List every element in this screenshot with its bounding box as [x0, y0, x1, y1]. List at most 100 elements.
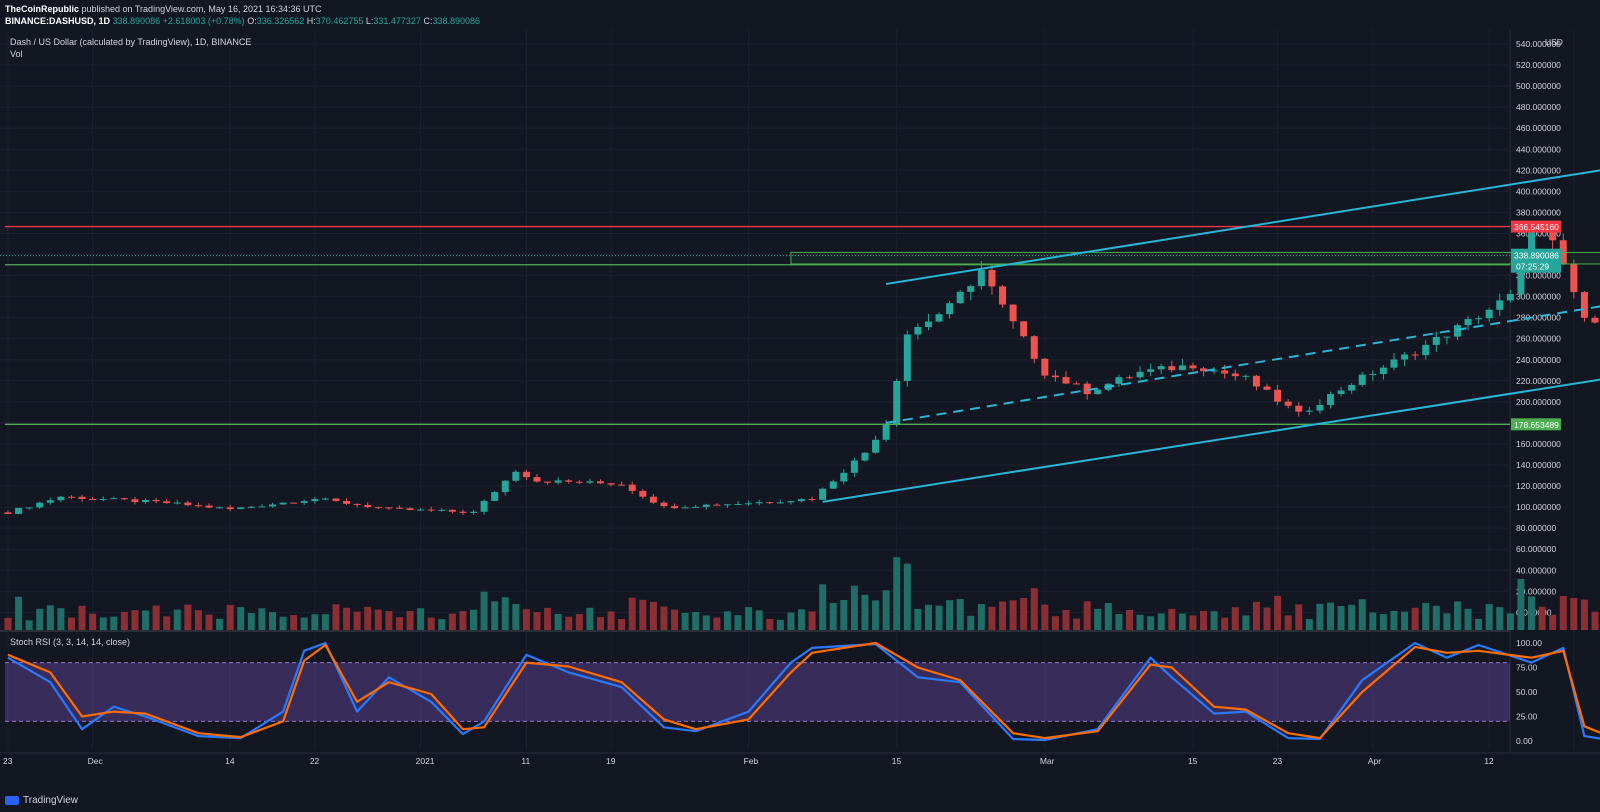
candle-body	[131, 499, 139, 503]
volume-bar	[1189, 615, 1197, 630]
candle-body	[142, 499, 150, 503]
volume-bar	[946, 600, 954, 630]
volume-bar	[300, 617, 308, 630]
volume-bar	[903, 563, 911, 630]
candle-body	[406, 508, 414, 511]
volume-bar	[279, 616, 287, 630]
candle-body	[1295, 405, 1303, 412]
price-tick-label: 160.000000	[1516, 439, 1561, 449]
candle-body	[332, 498, 340, 501]
open-value: 336.326562	[256, 16, 305, 26]
volume-bar	[36, 608, 44, 630]
candle-body	[1147, 369, 1155, 372]
volume-bar	[343, 607, 351, 630]
volume-bar	[1020, 598, 1028, 630]
candle-body	[57, 496, 65, 501]
volume-bar	[649, 601, 657, 630]
volume-bar	[184, 604, 192, 630]
volume-bar	[364, 606, 372, 630]
volume-bar	[1115, 614, 1123, 630]
volume-bar	[671, 609, 679, 630]
candle-body	[1401, 354, 1409, 360]
volume-bar	[713, 617, 721, 630]
volume-bar	[1157, 613, 1165, 630]
volume-legend[interactable]: Vol	[10, 49, 23, 59]
stoch-tick-label: 75.00	[1516, 663, 1538, 673]
candle-body	[1231, 373, 1239, 377]
candle-body	[935, 314, 943, 322]
candle-body	[1252, 375, 1260, 387]
tradingview-logo[interactable]: TradingView	[5, 795, 78, 806]
candle-body	[628, 484, 636, 491]
volume-bar	[1464, 608, 1472, 630]
candle-body	[639, 490, 647, 497]
volume-bar	[956, 599, 964, 630]
candle-body	[311, 498, 319, 502]
price-tick-label: 520.000000	[1516, 60, 1561, 70]
candle-body	[798, 499, 805, 502]
volume-bar	[1379, 614, 1387, 630]
volume-bar	[374, 609, 382, 630]
stoch-tick-label: 100.00	[1516, 638, 1542, 648]
candle-body	[882, 424, 890, 440]
last-price-text: 338.890086	[1514, 251, 1559, 261]
candle-body	[1274, 389, 1282, 402]
volume-bar	[1337, 605, 1345, 630]
candle-body	[702, 504, 710, 507]
time-tick-label: 22	[310, 756, 320, 766]
main-series-legend[interactable]: Dash / US Dollar (calculated by TradingV…	[10, 37, 252, 47]
volume-bar	[1358, 599, 1366, 630]
channel-midline	[885, 305, 1600, 424]
candle-body	[1115, 377, 1123, 384]
volume-bar	[872, 600, 880, 630]
volume-bar	[967, 615, 975, 630]
volume-bar	[596, 617, 604, 630]
candle-body	[184, 502, 192, 506]
price-tick-label: 400.000000	[1516, 186, 1561, 196]
volume-bar	[850, 585, 858, 630]
volume-bar	[395, 617, 403, 630]
candle-body	[279, 502, 287, 505]
symbol-label: BINANCE:DASHUSD, 1D	[5, 16, 111, 26]
price-tick-label: 140.000000	[1516, 460, 1561, 470]
volume-bar	[459, 611, 467, 630]
candle-body	[1369, 374, 1377, 376]
volume-bar	[1432, 605, 1440, 630]
published-text: published on TradingView.com, May 16, 20…	[81, 4, 322, 14]
candle-body	[861, 452, 869, 461]
candle-body	[808, 499, 816, 501]
candle-body	[173, 502, 181, 504]
candle-body	[819, 488, 827, 500]
volume-bar	[1041, 604, 1049, 630]
open-label: O:	[247, 16, 257, 26]
candle-body	[649, 496, 657, 503]
volume-bar	[829, 603, 837, 630]
candle-body	[745, 503, 753, 505]
stoch-rsi-legend[interactable]: Stoch RSI (3, 3, 14, 14, close)	[10, 637, 131, 647]
candle-body	[1422, 344, 1430, 356]
price-label-text: 178.653489	[1514, 420, 1559, 430]
volume-bar	[1348, 604, 1356, 630]
time-tick-label: 2021	[416, 756, 435, 766]
candle-body	[163, 501, 171, 504]
candle-body	[1496, 300, 1504, 310]
publisher-name[interactable]: TheCoinRepublic	[5, 4, 79, 14]
candle-body	[723, 504, 731, 506]
volume-bar	[586, 607, 594, 630]
time-tick-label: 23	[1273, 756, 1283, 766]
candle-body	[872, 439, 880, 453]
volume-bar	[766, 618, 774, 630]
volume-bar	[1443, 613, 1451, 630]
volume-bar	[840, 600, 848, 630]
candle-body	[1157, 366, 1165, 370]
price-tick-label: 480.000000	[1516, 102, 1561, 112]
candle-body	[1432, 336, 1440, 345]
volume-bar	[1009, 600, 1017, 630]
volume-bar	[311, 614, 319, 630]
volume-bar	[1221, 617, 1229, 630]
volume-bar	[89, 613, 97, 630]
volume-bar	[1178, 613, 1186, 630]
volume-bar	[639, 599, 647, 630]
candle-body	[914, 326, 922, 335]
